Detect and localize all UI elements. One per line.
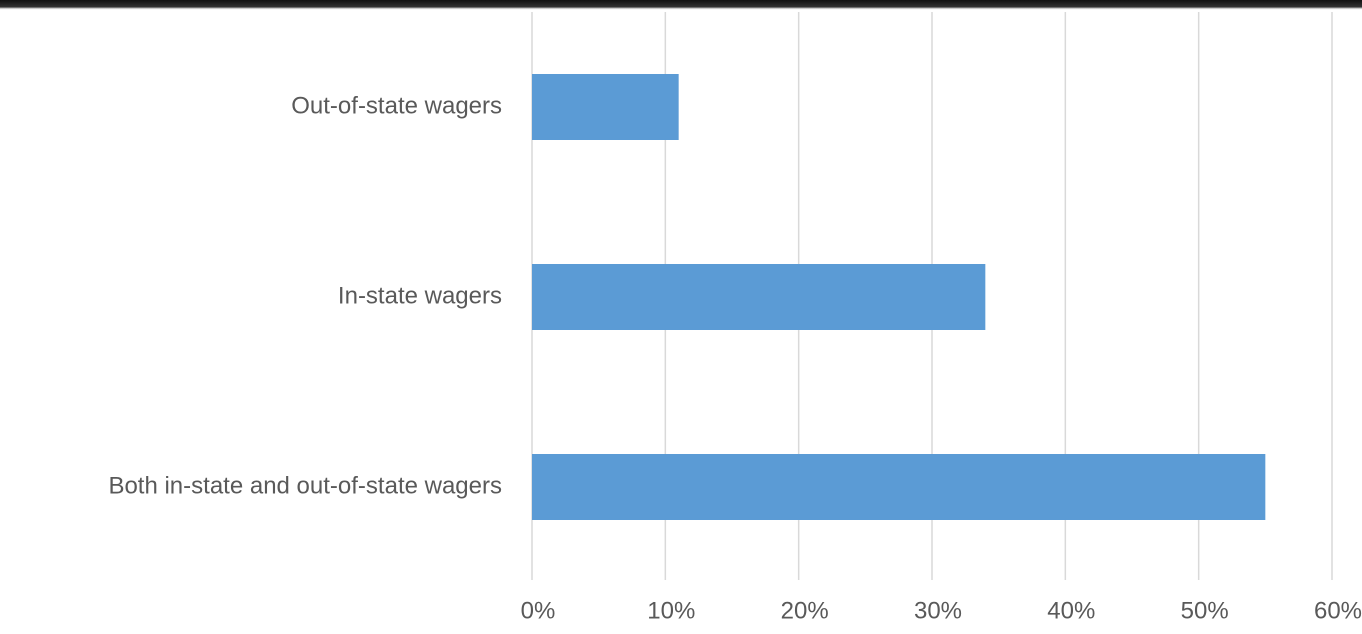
x-tick-label: 20% [781, 597, 829, 624]
bar [532, 454, 1266, 520]
bar [532, 264, 986, 330]
x-tick-label: 60% [1314, 597, 1362, 624]
x-tick-label: 40% [1047, 597, 1095, 624]
y-tick-label: Both in-state and out-of-state wagers [108, 472, 502, 499]
x-tick-label: 0% [521, 597, 556, 624]
y-tick-label: Out-of-state wagers [291, 92, 502, 119]
y-tick-label: In-state wagers [338, 282, 502, 309]
x-tick-label: 10% [647, 597, 695, 624]
x-tick-label: 50% [1181, 597, 1229, 624]
x-tick-label: 30% [914, 597, 962, 624]
bar [532, 74, 679, 140]
top-border [0, 0, 1362, 10]
